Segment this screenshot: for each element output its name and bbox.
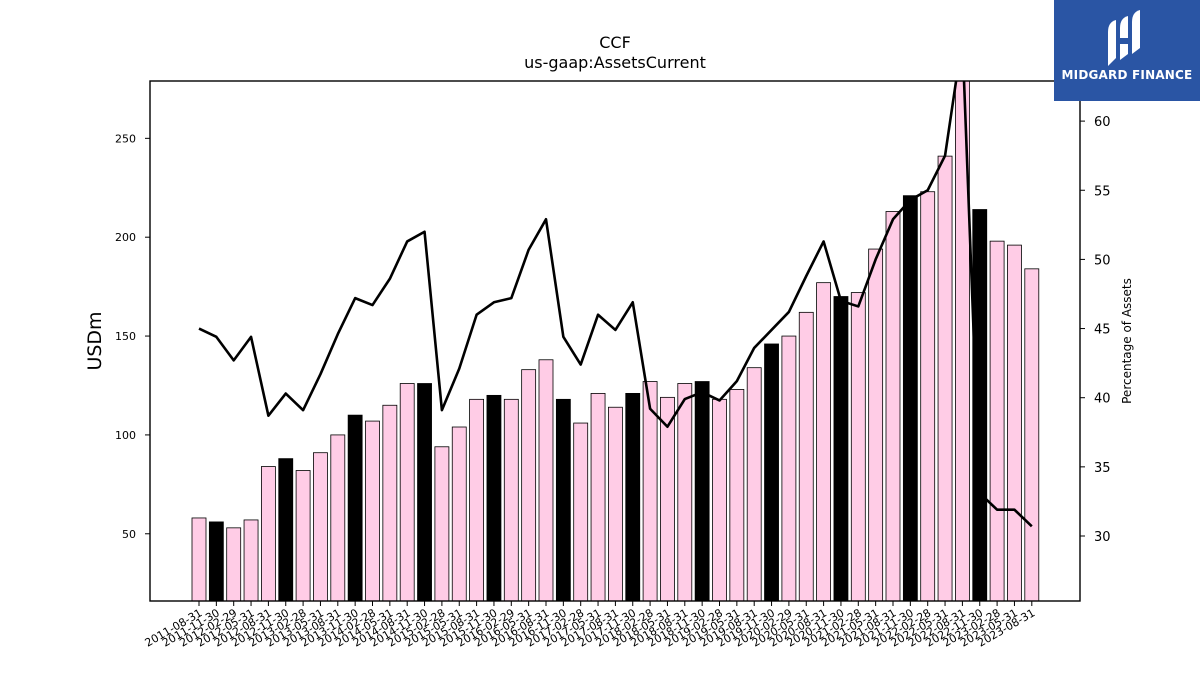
chart-subtitle: us-gaap:AssetsCurrent (524, 53, 706, 72)
y-axis: 50 100 150 200 250 (115, 132, 150, 541)
y2-tick-label: 40 (1094, 392, 1111, 407)
bar (625, 392, 641, 601)
bar (590, 392, 606, 601)
bar (486, 394, 502, 601)
y2-tick-label: 35 (1094, 461, 1111, 476)
y-tick-label: 100 (115, 429, 136, 442)
chart-title: CCF (599, 33, 631, 52)
bar (642, 381, 658, 601)
bar (243, 519, 259, 601)
bar (816, 282, 831, 601)
bar (295, 470, 311, 601)
y2-tick-label: 55 (1094, 184, 1111, 199)
bar (503, 398, 519, 601)
y2-tick-label: 50 (1094, 253, 1111, 268)
bar (573, 422, 589, 601)
bar (608, 406, 623, 601)
bar (712, 398, 727, 601)
percentage-line (198, 81, 1033, 528)
bar (902, 195, 918, 601)
bar (417, 383, 432, 601)
bar (434, 446, 450, 601)
bar (1024, 268, 1040, 601)
bar-series (191, 81, 1040, 601)
y2-axis-label: Percentage of Assets (1120, 278, 1134, 404)
bar (365, 420, 380, 601)
y2-tick-label: 60 (1094, 115, 1111, 130)
bar (469, 398, 485, 601)
bar (451, 426, 467, 601)
bar (937, 155, 953, 601)
bar (972, 209, 988, 601)
bar (226, 527, 242, 601)
bar (260, 466, 276, 601)
bar (330, 434, 346, 601)
bar (660, 396, 675, 601)
y-tick-label: 200 (115, 231, 136, 244)
plot-frame (149, 80, 1081, 602)
bar (208, 521, 224, 601)
bar (989, 240, 1005, 601)
y-tick-label: 250 (115, 132, 136, 145)
y2-tick-label: 30 (1094, 530, 1111, 545)
bar (850, 292, 866, 601)
bar (278, 458, 294, 601)
brand-name: MIDGARD FINANCE (1061, 68, 1193, 82)
y2-axis: 30 35 40 45 50 55 60 (1080, 115, 1111, 545)
bar (313, 452, 328, 601)
bar (729, 389, 745, 601)
y-tick-label: 150 (115, 330, 136, 343)
bar (521, 369, 537, 601)
bar (347, 414, 363, 601)
bar (764, 343, 779, 601)
y-axis-label: USDm (84, 311, 106, 370)
bar (920, 191, 936, 601)
y2-tick-label: 45 (1094, 323, 1111, 338)
bar (885, 211, 901, 601)
line-series (198, 81, 1033, 528)
y-tick-label: 50 (122, 528, 136, 541)
bar (555, 398, 571, 601)
bar (677, 383, 693, 601)
x-axis: 2011-08-312011-11-302012-02-292012-05-31… (143, 601, 1037, 650)
bar (868, 248, 884, 601)
bar (781, 335, 797, 601)
bar (694, 381, 710, 601)
bar (798, 311, 814, 601)
bar (833, 296, 849, 601)
brand-logo: MIDGARD FINANCE (1054, 0, 1200, 101)
midgard-logo-icon (1108, 10, 1140, 66)
bar (382, 404, 398, 601)
bar (399, 383, 415, 601)
bar (1007, 244, 1022, 601)
bar (538, 359, 554, 601)
bar (191, 517, 207, 601)
bar (746, 367, 762, 601)
